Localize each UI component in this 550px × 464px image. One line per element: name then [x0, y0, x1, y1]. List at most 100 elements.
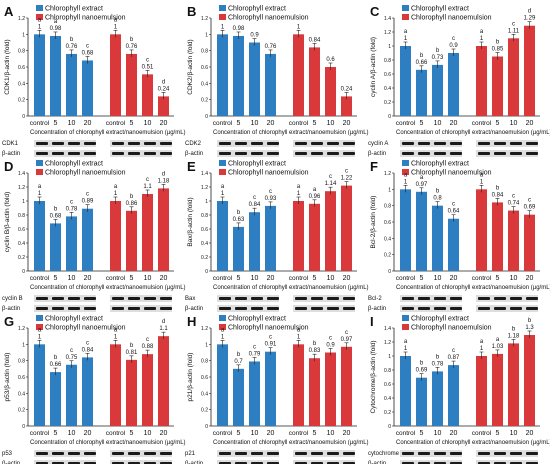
x-tick-label: control — [30, 120, 50, 127]
blot-band — [68, 452, 80, 455]
blot-label: CDK2 — [185, 141, 202, 147]
sig-letter: a — [221, 184, 225, 190]
blot-band — [343, 452, 355, 455]
sig-letter: a — [297, 184, 301, 190]
blot-band — [510, 142, 522, 145]
blot-band — [84, 142, 96, 145]
legend-label: Chlorophyll extract — [45, 316, 103, 323]
bar — [341, 346, 352, 426]
blot-band — [251, 142, 263, 145]
panel-letter: G — [4, 314, 14, 329]
data-label: 0.51 — [142, 64, 154, 70]
x-axis-label: Concentration of chlorophyll extract/nan… — [30, 285, 186, 291]
x-tick-label: 5 — [420, 120, 424, 127]
data-label: 0.84 — [492, 192, 504, 198]
bar — [158, 188, 169, 271]
blot-band — [327, 307, 339, 310]
bar — [233, 368, 244, 426]
sig-letter: c — [86, 192, 89, 198]
y-tick-label: 0.4 — [201, 241, 208, 247]
x-tick-label: 10 — [434, 430, 442, 437]
y-tick-label: 0.8 — [201, 49, 208, 55]
blot-strip — [110, 460, 172, 464]
y-tick-label: 1 — [205, 199, 208, 205]
x-tick-label: 20 — [450, 120, 458, 127]
data-label: 0.97 — [416, 182, 428, 188]
y-axis-label: p21/β-actin (fold) — [187, 353, 194, 402]
bar — [524, 25, 535, 117]
x-tick-label: 20 — [267, 275, 275, 282]
y-tick-label: 0.6 — [384, 382, 391, 388]
panel-I: I Chlorophyll extract Chlorophyll nanoemul… — [368, 314, 550, 464]
y-tick-label: 1 — [22, 199, 25, 205]
x-tick-label: 20 — [160, 275, 168, 282]
legend-label: Chlorophyll extract — [411, 6, 469, 13]
blot-band — [219, 452, 231, 455]
y-tick-label: 0.2 — [201, 408, 208, 414]
blot-label: β-actin — [368, 306, 386, 312]
bar — [508, 38, 519, 116]
y-tick-label: 0.6 — [201, 375, 208, 381]
x-tick-label: control — [472, 120, 492, 127]
blot-strip — [217, 460, 279, 464]
legend-swatch — [219, 324, 226, 330]
bar — [249, 212, 260, 271]
bar — [142, 194, 153, 271]
data-label: 0.73 — [432, 55, 444, 61]
bar — [400, 356, 411, 426]
blot-strip — [110, 450, 172, 457]
y-tick-label: 0.6 — [18, 227, 25, 233]
data-label: 0.8 — [433, 196, 442, 202]
legend-label: Chlorophyll nanoemulsion — [411, 170, 492, 177]
blot-band — [418, 297, 430, 300]
bar — [249, 361, 260, 426]
blot-band — [295, 297, 307, 300]
sig-letter: b — [130, 37, 134, 43]
y-tick-label: 0.4 — [18, 391, 25, 397]
blot-band — [343, 297, 355, 300]
bar — [524, 214, 535, 271]
x-tick-label: 5 — [54, 120, 58, 127]
blot-strip — [400, 140, 462, 147]
legend-label: Chlorophyll nanoemulsion — [228, 325, 309, 332]
blot-band — [68, 152, 80, 155]
sig-letter: c — [329, 336, 332, 342]
legend-swatch — [36, 315, 43, 321]
blot-band — [36, 152, 48, 155]
blot-band — [235, 307, 247, 310]
panel-letter: C — [370, 4, 380, 19]
blot-band — [494, 452, 506, 455]
bar — [293, 344, 304, 426]
blot-band — [144, 297, 156, 300]
panel-letter: I — [370, 314, 374, 329]
blot-band — [68, 307, 80, 310]
blot-band — [295, 452, 307, 455]
blot-band — [160, 307, 172, 310]
blot-band — [267, 452, 279, 455]
sig-letter: c — [452, 36, 455, 42]
x-tick-label: 20 — [450, 430, 458, 437]
sig-letter: b — [496, 185, 500, 191]
blot-strip — [34, 305, 96, 312]
x-tick-label: control — [106, 430, 126, 437]
x-tick-label: 5 — [130, 275, 134, 282]
blot-band — [112, 307, 124, 310]
bar — [476, 46, 487, 116]
x-tick-label: 5 — [313, 120, 317, 127]
blot-strip — [110, 150, 172, 157]
data-label: 1.18 — [158, 178, 170, 184]
blot-strip — [476, 150, 538, 157]
y-tick-label: 1.2 — [384, 171, 391, 177]
bar — [66, 216, 77, 271]
data-label: 0.83 — [309, 348, 321, 354]
y-tick-label: 0.2 — [384, 100, 391, 106]
sig-letter: b — [512, 326, 516, 332]
legend-swatch — [402, 160, 409, 166]
legend-swatch — [36, 169, 43, 175]
bar — [448, 53, 459, 116]
x-tick-label: 10 — [434, 275, 442, 282]
blot-band — [235, 452, 247, 455]
blot-band — [402, 307, 414, 310]
x-tick-label: 5 — [237, 275, 241, 282]
bar — [233, 226, 244, 271]
